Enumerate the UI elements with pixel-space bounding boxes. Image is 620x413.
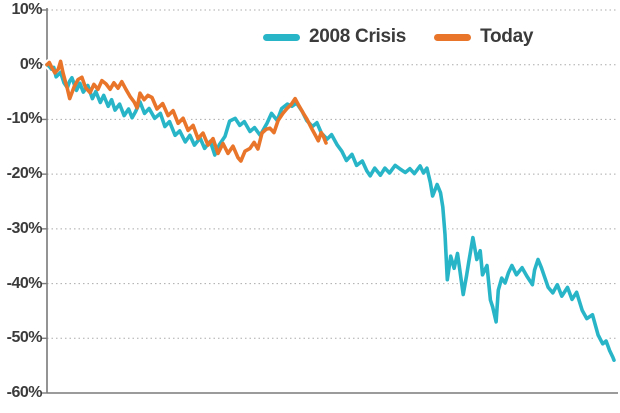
- legend-swatch-2008-crisis: [263, 33, 300, 41]
- series-line-today: [45, 59, 328, 163]
- y-axis-label: -10%: [6, 110, 43, 128]
- y-axis-label: -60%: [6, 384, 43, 401]
- series-line-2008-crisis: [45, 62, 616, 363]
- legend-item-today: Today: [434, 26, 533, 48]
- y-axis-label: -30%: [6, 219, 43, 237]
- y-axis-label: 0%: [19, 55, 43, 73]
- series-halo-2008-crisis: [43, 60, 618, 364]
- legend-label-2008-crisis: 2008 Crisis: [309, 26, 407, 47]
- legend-swatch-today: [434, 33, 472, 41]
- y-axis-label: 10%: [11, 1, 42, 18]
- legend-item-2008-crisis: 2008 Crisis: [263, 26, 406, 48]
- y-axis-label: -20%: [6, 165, 43, 183]
- chart-legend: 2008 Crisis Today: [263, 26, 533, 48]
- y-axis-label: -50%: [6, 329, 43, 347]
- legend-label-today: Today: [480, 26, 534, 47]
- y-axis-label: -40%: [6, 274, 43, 292]
